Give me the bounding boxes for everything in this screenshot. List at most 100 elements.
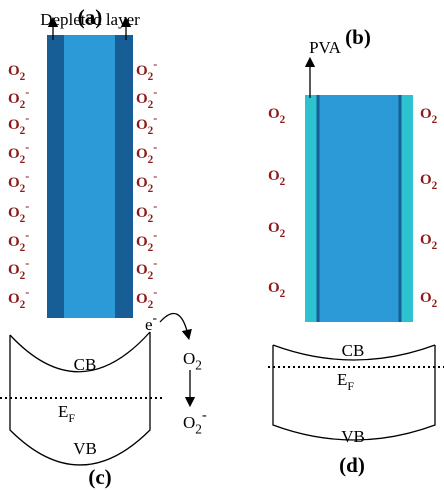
- base: O: [268, 220, 280, 236]
- subscript: 2: [20, 242, 26, 254]
- species: O2: [420, 290, 438, 310]
- panel-label: (c): [88, 465, 111, 489]
- arrow: [160, 314, 188, 335]
- subscript: 2: [20, 99, 26, 111]
- subscript: 2: [20, 125, 26, 137]
- subscript: 2: [280, 228, 286, 240]
- base: O: [268, 168, 280, 184]
- base: O: [420, 106, 432, 122]
- superscript: -: [153, 310, 158, 325]
- base: O: [136, 262, 148, 278]
- species: O2-: [136, 285, 157, 311]
- pva-layer: [305, 95, 318, 322]
- subscript: 2: [148, 71, 154, 83]
- base: O: [8, 91, 20, 107]
- subscript: 2: [148, 270, 154, 282]
- base: O: [136, 175, 148, 191]
- band-label: CB: [74, 355, 97, 374]
- species: O2: [268, 220, 286, 240]
- species: O2-: [136, 111, 157, 137]
- base: O: [136, 234, 148, 250]
- base: E: [58, 402, 68, 421]
- subscript: 2: [148, 242, 154, 254]
- species: EF: [58, 402, 75, 425]
- base: O: [268, 106, 280, 122]
- base: O: [8, 117, 20, 133]
- subscript: 2: [20, 154, 26, 166]
- subscript: 2: [20, 71, 26, 83]
- species: O2-: [8, 228, 29, 254]
- superscript: -: [153, 169, 157, 183]
- subscript: 2: [280, 288, 286, 300]
- base: E: [337, 370, 347, 389]
- base: O: [8, 146, 20, 162]
- species: O2-: [136, 140, 157, 166]
- species: O2: [420, 232, 438, 252]
- subscript: 2: [148, 154, 154, 166]
- superscript: -: [25, 228, 29, 242]
- annotation: PVA: [309, 38, 342, 57]
- species: O2-: [8, 256, 29, 282]
- subscript: 2: [148, 213, 154, 225]
- species: O2-: [8, 140, 29, 166]
- subscript: F: [68, 411, 75, 425]
- subscript: 2: [148, 99, 154, 111]
- species: O2: [268, 168, 286, 188]
- superscript: -: [153, 57, 157, 71]
- species: O2: [183, 349, 202, 373]
- base: O: [8, 63, 20, 79]
- base: O: [420, 172, 432, 188]
- superscript: -: [25, 256, 29, 270]
- subscript: 2: [432, 180, 438, 192]
- species: O2: [420, 172, 438, 192]
- subscript: 2: [20, 299, 26, 311]
- panel-label: (b): [345, 25, 371, 49]
- depleted-layer: [115, 35, 133, 318]
- panel-label: (d): [339, 453, 365, 477]
- species: O2-: [136, 169, 157, 195]
- superscript: -: [25, 199, 29, 213]
- superscript: -: [153, 228, 157, 242]
- species: EF: [337, 370, 354, 393]
- superscript: -: [153, 140, 157, 154]
- superscript: -: [153, 256, 157, 270]
- base: O: [8, 175, 20, 191]
- base: O: [8, 234, 20, 250]
- subscript: 2: [432, 298, 438, 310]
- base: O: [136, 91, 148, 107]
- species: O2: [268, 280, 286, 300]
- superscript: -: [153, 285, 157, 299]
- base: O: [8, 262, 20, 278]
- species: O2-: [136, 199, 157, 225]
- page: {"panels": { "a": {"label": "(a)", "anno…: [0, 0, 444, 490]
- species: O2-: [8, 169, 29, 195]
- base: O: [420, 232, 432, 248]
- superscript: -: [25, 85, 29, 99]
- superscript: -: [153, 85, 157, 99]
- base: O: [136, 205, 148, 221]
- base: O: [268, 280, 280, 296]
- subscript: 2: [195, 358, 202, 373]
- species: O2: [268, 106, 286, 126]
- band-label: VB: [73, 439, 97, 458]
- species: O2: [8, 63, 26, 83]
- subscript: 2: [148, 183, 154, 195]
- subscript: F: [347, 379, 354, 393]
- band-label: VB: [341, 427, 365, 446]
- subscript: 2: [195, 422, 202, 437]
- superscript: -: [153, 199, 157, 213]
- superscript: -: [25, 140, 29, 154]
- base: O: [183, 349, 195, 368]
- base: O: [8, 205, 20, 221]
- subscript: 2: [20, 183, 26, 195]
- base: O: [136, 63, 148, 79]
- base: O: [420, 290, 432, 306]
- nanowire: [305, 95, 413, 322]
- species: O2-: [8, 285, 29, 311]
- species: O2-: [136, 228, 157, 254]
- species: O2-: [136, 57, 157, 83]
- subscript: 2: [20, 270, 26, 282]
- subscript: 2: [280, 176, 286, 188]
- species: O2-: [8, 111, 29, 137]
- diagram: (a)(b)(c)(d)Depleted layerPVAO2O2-O2-O2-…: [0, 0, 444, 490]
